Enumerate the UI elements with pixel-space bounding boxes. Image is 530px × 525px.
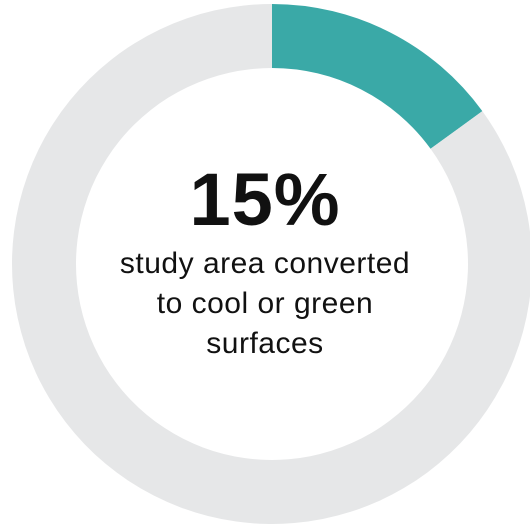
caption-line-2: to cool or green bbox=[156, 287, 374, 320]
donut-slice-converted bbox=[272, 4, 483, 149]
center-value: 15% bbox=[189, 158, 341, 241]
caption-line-3: surfaces bbox=[206, 327, 324, 360]
center-caption: study area converted to cool or green su… bbox=[90, 244, 440, 364]
caption-line-1: study area converted bbox=[119, 247, 411, 280]
